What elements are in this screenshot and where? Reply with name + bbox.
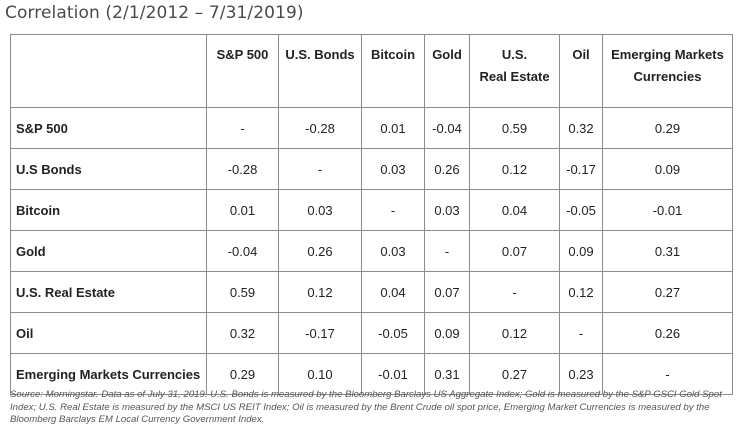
correlation-cell: -0.05 (361, 312, 425, 354)
correlation-cell: 0.03 (361, 230, 425, 272)
correlation-cell: -0.01 (602, 189, 733, 231)
chart-title: Correlation (2/1/2012 – 7/31/2019) (5, 3, 304, 23)
row-label: U.S. Real Estate (10, 271, 207, 313)
correlation-cell: 0.04 (361, 271, 425, 313)
correlation-cell: 0.32 (206, 312, 279, 354)
correlation-cell: 0.59 (469, 107, 560, 149)
correlation-cell: -0.17 (559, 148, 603, 190)
correlation-cell: - (602, 353, 733, 395)
row-label: Bitcoin (10, 189, 207, 231)
source-line: Bloomberg Barclays EM Local Currency Gov… (10, 414, 265, 426)
correlation-cell: -0.01 (361, 353, 425, 395)
correlation-cell: - (361, 189, 425, 231)
corner-cell (10, 34, 207, 108)
correlation-cell: 0.29 (602, 107, 733, 149)
correlation-cell: -0.04 (424, 107, 470, 149)
correlation-cell: -0.28 (206, 148, 279, 190)
correlation-cell: - (278, 148, 362, 190)
correlation-table: S&P 500 U.S. Bonds Bitcoin Gold U.S. Real… (10, 34, 733, 395)
correlation-cell: 0.09 (424, 312, 470, 354)
correlation-cell: 0.12 (278, 271, 362, 313)
table-row: Oil 0.32 -0.17 -0.05 0.09 0.12-0.26 (10, 312, 733, 354)
correlation-cell: -0.04 (206, 230, 279, 272)
column-header: Emerging Markets Currencies (602, 34, 733, 108)
table-row: Emerging Markets Currencies 0.29 0.10 -0.01… (10, 353, 733, 395)
correlation-cell: 0.07 (424, 271, 470, 313)
correlation-cell: -0.17 (278, 312, 362, 354)
source-note: Source: Morningstar. Data as of July 31,… (10, 389, 735, 427)
correlation-cell: 0.03 (361, 148, 425, 190)
correlation-cell: - (424, 230, 470, 272)
correlation-cell: 0.03 (424, 189, 470, 231)
column-header: Oil (559, 34, 603, 108)
column-header: U.S. Real Estate (469, 34, 560, 108)
correlation-cell: 0.29 (206, 353, 279, 395)
correlation-cell: - (206, 107, 279, 149)
correlation-cell: 0.26 (602, 312, 733, 354)
row-label: Oil (10, 312, 207, 354)
correlation-cell: - (559, 312, 603, 354)
correlation-cell: 0.12 (559, 271, 603, 313)
row-label: U.S Bonds (10, 148, 207, 190)
column-header: S&P 500 (206, 34, 279, 108)
correlation-cell: 0.12 (469, 148, 560, 190)
correlation-cell: -0.05 (559, 189, 603, 231)
correlation-cell: 0.09 (602, 148, 733, 190)
correlation-cell: 0.01 (206, 189, 279, 231)
row-label: Emerging Markets Currencies (10, 353, 207, 395)
correlation-cell: 0.07 (469, 230, 560, 272)
correlation-cell: 0.31 (602, 230, 733, 272)
correlation-cell: 0.12 (469, 312, 560, 354)
column-header: U.S. Bonds (278, 34, 362, 108)
column-header: Gold (424, 34, 470, 108)
correlation-cell: 0.26 (278, 230, 362, 272)
header-row: S&P 500 U.S. Bonds Bitcoin Gold U.S. Real… (10, 34, 733, 108)
table-body: S&P 500- -0.28 0.01 -0.04 0.59 0.32 0.29 U.S Bo… (10, 107, 733, 395)
table-row: U.S. Real Estate 0.59 0.12 0.04 0.07-0.12 0.2… (10, 271, 733, 313)
column-header: Bitcoin (361, 34, 425, 108)
table-row: S&P 500- -0.28 0.01 -0.04 0.59 0.32 0.29 (10, 107, 733, 149)
row-label: S&P 500 (10, 107, 207, 149)
correlation-cell: - (469, 271, 560, 313)
row-label: Gold (10, 230, 207, 272)
table-row: U.S Bonds -0.28-0.03 0.26 0.12 -0.17 0.09 (10, 148, 733, 190)
correlation-cell: 0.09 (559, 230, 603, 272)
correlation-cell: 0.59 (206, 271, 279, 313)
source-line: Source: Morningstar. Data as of July 31,… (10, 389, 722, 400)
correlation-cell: -0.28 (278, 107, 362, 149)
table-row: Bitcoin 0.01 0.03-0.03 0.04 -0.05 -0.01 (10, 189, 733, 231)
correlation-cell: 0.32 (559, 107, 603, 149)
correlation-cell: 0.03 (278, 189, 362, 231)
correlation-cell: 0.27 (602, 271, 733, 313)
source-line: Index; U.S. Real Estate is measured by t… (10, 401, 710, 413)
correlation-cell: 0.26 (424, 148, 470, 190)
table-row: Gold -0.04 0.26 0.03-0.07 0.09 0.31 (10, 230, 733, 272)
correlation-cell: 0.23 (559, 353, 603, 395)
correlation-cell: 0.04 (469, 189, 560, 231)
correlation-cell: 0.01 (361, 107, 425, 149)
